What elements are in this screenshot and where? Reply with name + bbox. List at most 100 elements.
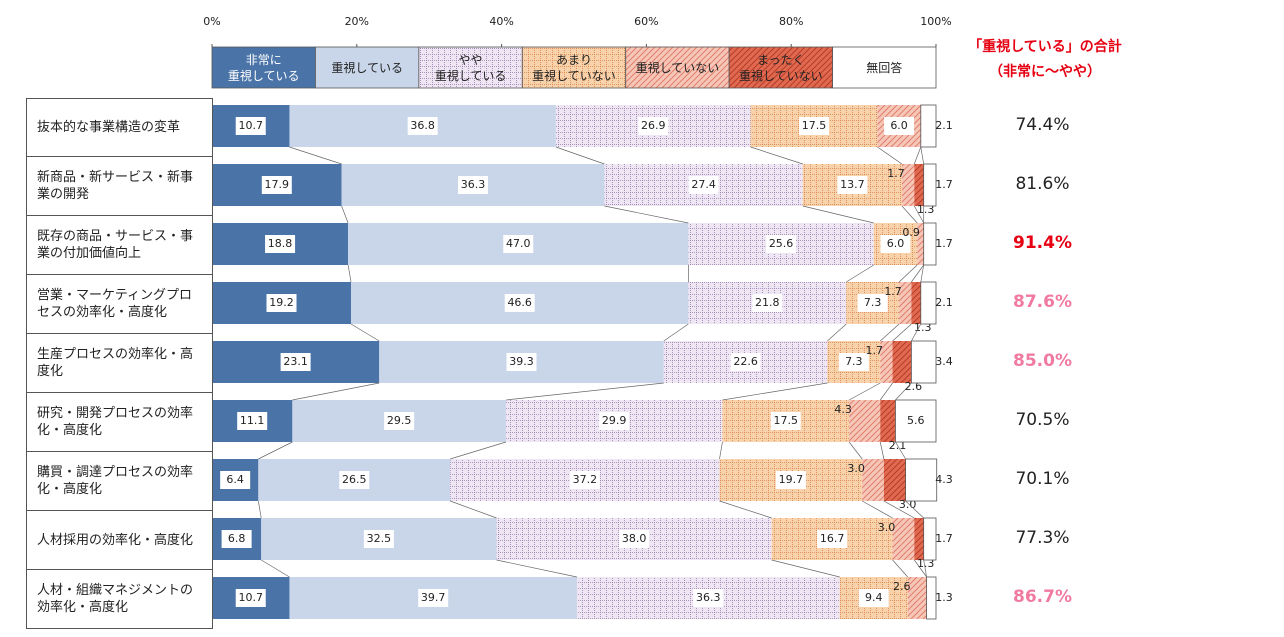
connector-line	[879, 441, 885, 460]
legend-label: 非常に 重視している	[227, 52, 300, 83]
bar-segment	[880, 341, 893, 383]
legend-swatch	[211, 46, 316, 89]
connector-line	[663, 323, 689, 342]
connector-line	[261, 559, 290, 578]
value-label: 37.2	[573, 473, 598, 486]
value-label: 6.0	[890, 119, 908, 132]
value-label: 3.0	[878, 521, 896, 534]
connector-line	[892, 323, 912, 342]
value-label: 2.1	[935, 119, 953, 132]
legend-swatch	[418, 46, 523, 89]
value-label: 32.5	[367, 532, 392, 545]
category-label: 既存の商品・サービス・事業の付加価値向上	[26, 216, 213, 275]
value-label: 1.7	[935, 237, 953, 250]
category-label: 人材・組織マネジメントの効率化・高度化	[26, 570, 213, 629]
connector-line	[911, 323, 922, 342]
value-label: 19.2	[269, 296, 294, 309]
value-label: 3.0	[847, 462, 865, 475]
value-label: 6.4	[226, 473, 244, 486]
value-label: 4.3	[834, 403, 852, 416]
bar-segment	[883, 459, 906, 501]
value-label: 36.3	[696, 591, 721, 604]
value-label: 36.8	[410, 119, 435, 132]
connector-line	[496, 559, 577, 578]
category-label: 生産プロセスの効率化・高度化	[26, 334, 213, 393]
value-label-box	[384, 412, 415, 430]
connector-line	[450, 441, 507, 460]
connector-line	[883, 500, 915, 519]
value-label: 1.7	[866, 344, 884, 357]
value-label: 2.6	[893, 580, 911, 593]
value-label-box	[884, 117, 915, 135]
value-label: 1.7	[887, 167, 905, 180]
value-label-box	[619, 530, 650, 548]
value-label: 10.7	[238, 591, 263, 604]
category-label: 人材採用の効率化・高度化	[26, 511, 213, 570]
connector-line	[722, 382, 828, 401]
connector-line	[450, 500, 497, 519]
value-label: 36.3	[461, 178, 486, 191]
connector-line	[920, 264, 925, 283]
connector-line	[905, 500, 924, 519]
value-label-box	[880, 235, 911, 253]
value-label: 3.4	[935, 355, 953, 368]
value-label-box	[265, 235, 296, 253]
value-label-box	[339, 471, 370, 489]
connector-line	[913, 146, 922, 165]
total-header: 「重視している」の合計	[968, 39, 1122, 55]
total-label: 81.6%	[1015, 174, 1070, 194]
value-label: 0.9	[902, 226, 920, 239]
total-label: 86.7%	[1013, 587, 1072, 607]
legend-label: 重視していない	[635, 60, 720, 75]
legend-swatch	[728, 46, 833, 89]
total-label: 74.4%	[1015, 115, 1070, 135]
connector-line	[879, 382, 893, 401]
bar-segment	[892, 341, 912, 383]
value-label: 10.7	[238, 119, 263, 132]
connector-line	[827, 323, 847, 342]
connector-line	[861, 500, 893, 519]
bar-segment	[901, 164, 915, 206]
value-label: 39.7	[421, 591, 446, 604]
connector-line	[901, 205, 918, 224]
value-label: 6.8	[228, 532, 246, 545]
value-label: 17.9	[265, 178, 290, 191]
category-label: 抜本的な事業構造の変革	[26, 98, 213, 157]
value-label-box	[221, 530, 252, 548]
value-label-box	[235, 589, 266, 607]
value-label: 39.3	[509, 355, 534, 368]
connector-line	[848, 382, 881, 401]
legend-label: 重視している	[331, 60, 403, 75]
value-label: 21.8	[755, 296, 780, 309]
total-label: 77.3%	[1015, 528, 1070, 548]
legend-swatch	[625, 46, 730, 89]
total-label: 70.5%	[1015, 410, 1070, 430]
bar-segment	[899, 282, 912, 324]
value-label-box	[237, 412, 268, 430]
connector-line	[289, 146, 342, 165]
bar-segment	[923, 163, 937, 207]
connector-line	[846, 264, 874, 283]
value-label-box	[837, 176, 868, 194]
total-label: 91.4%	[1013, 233, 1072, 253]
value-label: 7.3	[845, 355, 863, 368]
value-label: 9.4	[865, 591, 883, 604]
value-label-box	[418, 589, 449, 607]
value-label: 4.3	[935, 473, 953, 486]
value-label-box	[504, 294, 535, 312]
value-label-box	[506, 353, 537, 371]
x-tick-label: 0%	[203, 15, 220, 28]
connector-line	[257, 500, 262, 519]
connector-line	[350, 323, 380, 342]
legend-label: あまり 重視していない	[532, 52, 616, 83]
connector-line	[802, 205, 874, 224]
connector-line	[347, 264, 352, 283]
value-label: 29.5	[387, 414, 412, 427]
total-label: 70.1%	[1015, 469, 1070, 489]
value-label-box	[458, 176, 489, 194]
connector-line	[913, 205, 924, 224]
bar-segment	[849, 400, 881, 442]
connector-line	[292, 382, 380, 401]
bar-segment	[923, 517, 937, 561]
value-label-box	[693, 589, 724, 607]
